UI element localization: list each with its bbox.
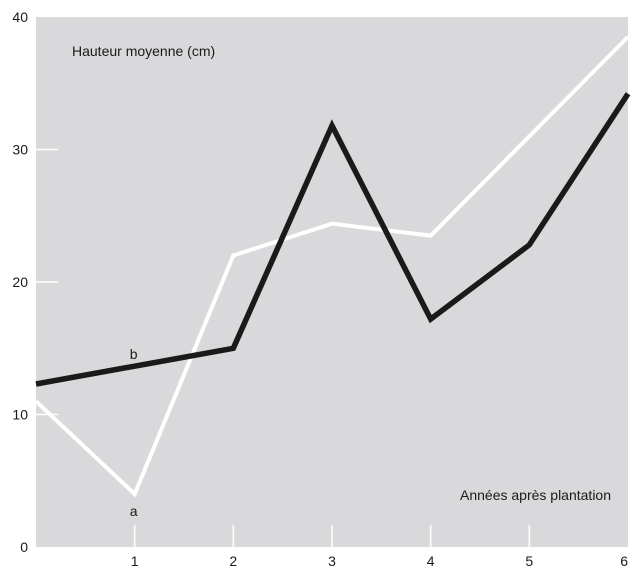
y-tick-label: 20: [12, 274, 28, 290]
series-label-a: a: [130, 503, 138, 519]
x-tick-label: 2: [229, 553, 237, 569]
x-tick-label: 5: [525, 553, 533, 569]
y-tick-label: 40: [12, 9, 28, 25]
plot-background: [36, 17, 628, 547]
series-line-a: [34, 35, 630, 498]
x-tick-label: 6: [620, 553, 628, 569]
y-tick-label: 30: [12, 142, 28, 158]
y-axis-label: Hauteur moyenne (cm): [72, 43, 215, 59]
y-tick-label: 10: [12, 407, 28, 423]
x-axis-label: Années après plantation: [460, 487, 611, 503]
y-tick-label: 0: [20, 539, 28, 555]
series-layer: ab: [34, 35, 631, 519]
ticks-layer: 0 10 20 30 40 1 2 3 4 5 6: [12, 9, 628, 569]
series-label-b: b: [130, 346, 138, 362]
x-tick-label: 3: [328, 553, 336, 569]
labels-layer: Hauteur moyenne (cm) Années après planta…: [72, 43, 611, 503]
x-tick-label: 4: [427, 553, 435, 569]
x-tick-label: 1: [131, 553, 139, 569]
series-line-b: [35, 92, 631, 387]
